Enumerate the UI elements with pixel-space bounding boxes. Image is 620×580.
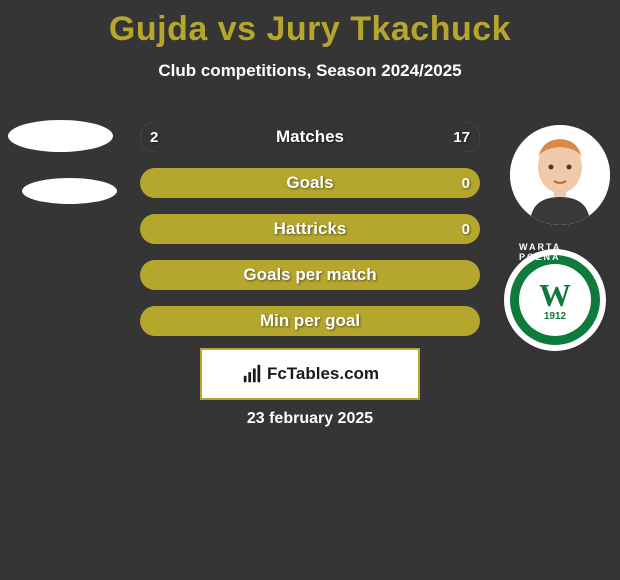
stat-bar-right-value: 0 bbox=[462, 214, 470, 244]
player-left-avatar-placeholder-2 bbox=[22, 178, 117, 204]
stat-bar: Goals per match bbox=[140, 260, 480, 290]
source-text: FcTables.com bbox=[267, 364, 379, 384]
stat-bar-right-value: 0 bbox=[462, 168, 470, 198]
player-right-avatar bbox=[510, 125, 610, 225]
stat-bar-label: Min per goal bbox=[140, 306, 480, 336]
stat-bar: Min per goal bbox=[140, 306, 480, 336]
stat-bars: Matches217Goals0Hattricks0Goals per matc… bbox=[140, 122, 480, 352]
stat-bar-left-value: 2 bbox=[150, 122, 158, 152]
stat-bar: Hattricks0 bbox=[140, 214, 480, 244]
stat-bar: Matches2 17 bbox=[140, 122, 480, 152]
comparison-infographic: Gujda vs Jury Tkachuck Club competitions… bbox=[0, 0, 620, 580]
source-box: FcTables.com bbox=[200, 348, 420, 400]
club-badge: WARTA POZNA W 1912 bbox=[510, 255, 600, 345]
page-subtitle: Club competitions, Season 2024/2025 bbox=[0, 61, 620, 81]
stat-bar: Goals0 bbox=[140, 168, 480, 198]
player-portrait-icon bbox=[510, 125, 610, 225]
footer-date: 23 february 2025 bbox=[0, 410, 620, 428]
stat-bar-right-value: 17 bbox=[453, 122, 470, 152]
club-badge-letter: W bbox=[539, 279, 571, 311]
page-title: Gujda vs Jury Tkachuck bbox=[0, 0, 620, 49]
club-badge-top-text: WARTA POZNA bbox=[519, 242, 591, 262]
player-left-avatar-placeholder-1 bbox=[8, 120, 113, 152]
stat-bar-label: Matches bbox=[140, 122, 480, 152]
stat-bar-label: Goals per match bbox=[140, 260, 480, 290]
bar-chart-icon bbox=[241, 363, 263, 385]
club-badge-inner: WARTA POZNA W 1912 bbox=[519, 264, 591, 336]
club-badge-year: 1912 bbox=[544, 311, 566, 322]
stat-bar-label: Goals bbox=[140, 168, 480, 198]
stat-bar-label: Hattricks bbox=[140, 214, 480, 244]
